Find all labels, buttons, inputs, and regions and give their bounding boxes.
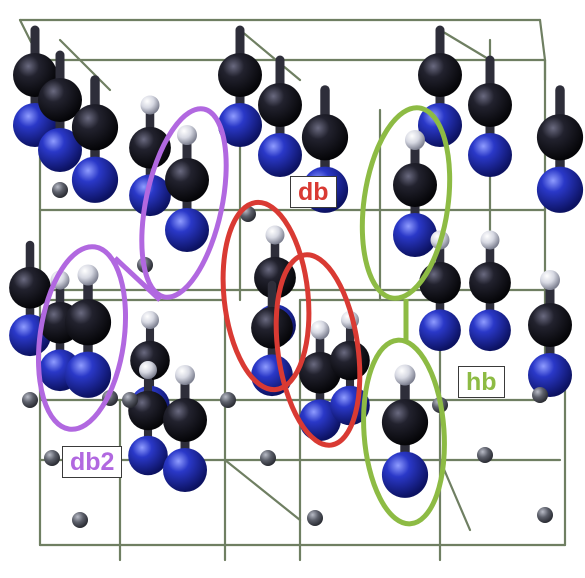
hydrogen-atom [177,125,197,145]
hydrogen-atom [540,270,560,290]
carbon-atom [218,53,262,97]
db-label: db [290,176,337,208]
lattice-edge [58,38,112,92]
lattice-atom [72,512,88,528]
nitrogen-atom [71,156,119,203]
hydrogen-atom [310,320,330,340]
hb-highlight-upper [359,105,453,301]
lattice-atom [307,510,323,526]
hydrogen-atom [265,225,285,245]
hydrogen-atom [175,365,195,385]
carbon-atom [71,104,119,151]
db2-connector [113,256,162,302]
nitrogen-atom [528,353,572,397]
nitrogen-atom [393,213,437,257]
nitrogen-atom [469,309,511,352]
carbon-atom [38,78,82,122]
lattice-atom [532,387,548,403]
hydrogen-atom [77,264,99,286]
nitrogen-atom [128,435,168,476]
nitrogen-atom [419,309,461,352]
hydrogen-atom [405,130,425,150]
db-highlight-left [220,199,312,393]
carbon-atom [258,83,302,127]
nitrogen-atom [129,174,171,217]
nitrogen-atom [468,133,512,177]
hb-label: hb [458,366,505,398]
lattice-atom [260,450,276,466]
nitrogen-atom [64,351,112,398]
nitrogen-atom [38,128,82,172]
highlight-layer [35,105,453,527]
nitrogen-atom [536,166,584,213]
carbon-atom [381,399,429,446]
carbon-atom [418,53,462,97]
nitrogen-atom [218,103,262,147]
nitrogen-atom [163,448,207,492]
carbon-atom [165,158,209,202]
carbon-atom [251,306,293,349]
lattice-edge [238,28,302,82]
lattice-atom [22,392,38,408]
carbon-atom [128,390,168,431]
hydrogen-atom [141,311,159,329]
nitrogen-atom [381,451,429,498]
lattice-atom [220,392,236,408]
carbon-atom [468,83,512,127]
lattice-atom [537,507,553,523]
nitrogen-atom [299,399,341,442]
lattice-edge [438,28,492,62]
carbon-atom [64,299,112,346]
db2-highlight-upper [139,106,229,300]
carbon-atom [419,261,461,304]
db2-highlight-lower [35,244,129,432]
carbon-atom [536,114,584,161]
lattice-atom [44,450,60,466]
hydrogen-atom [394,364,416,386]
lattice-atom [477,447,493,463]
db2-label: db2 [62,446,123,478]
lattice-edge [538,18,547,62]
lattice-atom [52,182,68,198]
carbon-atom [393,163,437,207]
carbon-atom [469,261,511,304]
lattice-edge [223,458,302,522]
lattice-grid [18,18,567,562]
nitrogen-atom [258,133,302,177]
lattice-atom [122,392,138,408]
carbon-atom [9,266,51,309]
carbon-atom [528,303,572,347]
carbon-atom [163,398,207,442]
hb-highlight-lower [361,337,447,527]
hydrogen-atom [480,230,500,250]
carbon-atom [330,340,370,381]
db-highlight-right [273,252,363,448]
hydrogen-atom [140,95,160,115]
hydrogen-atom [139,361,157,379]
carbon-atom [301,114,349,161]
nitrogen-atom [165,208,209,252]
